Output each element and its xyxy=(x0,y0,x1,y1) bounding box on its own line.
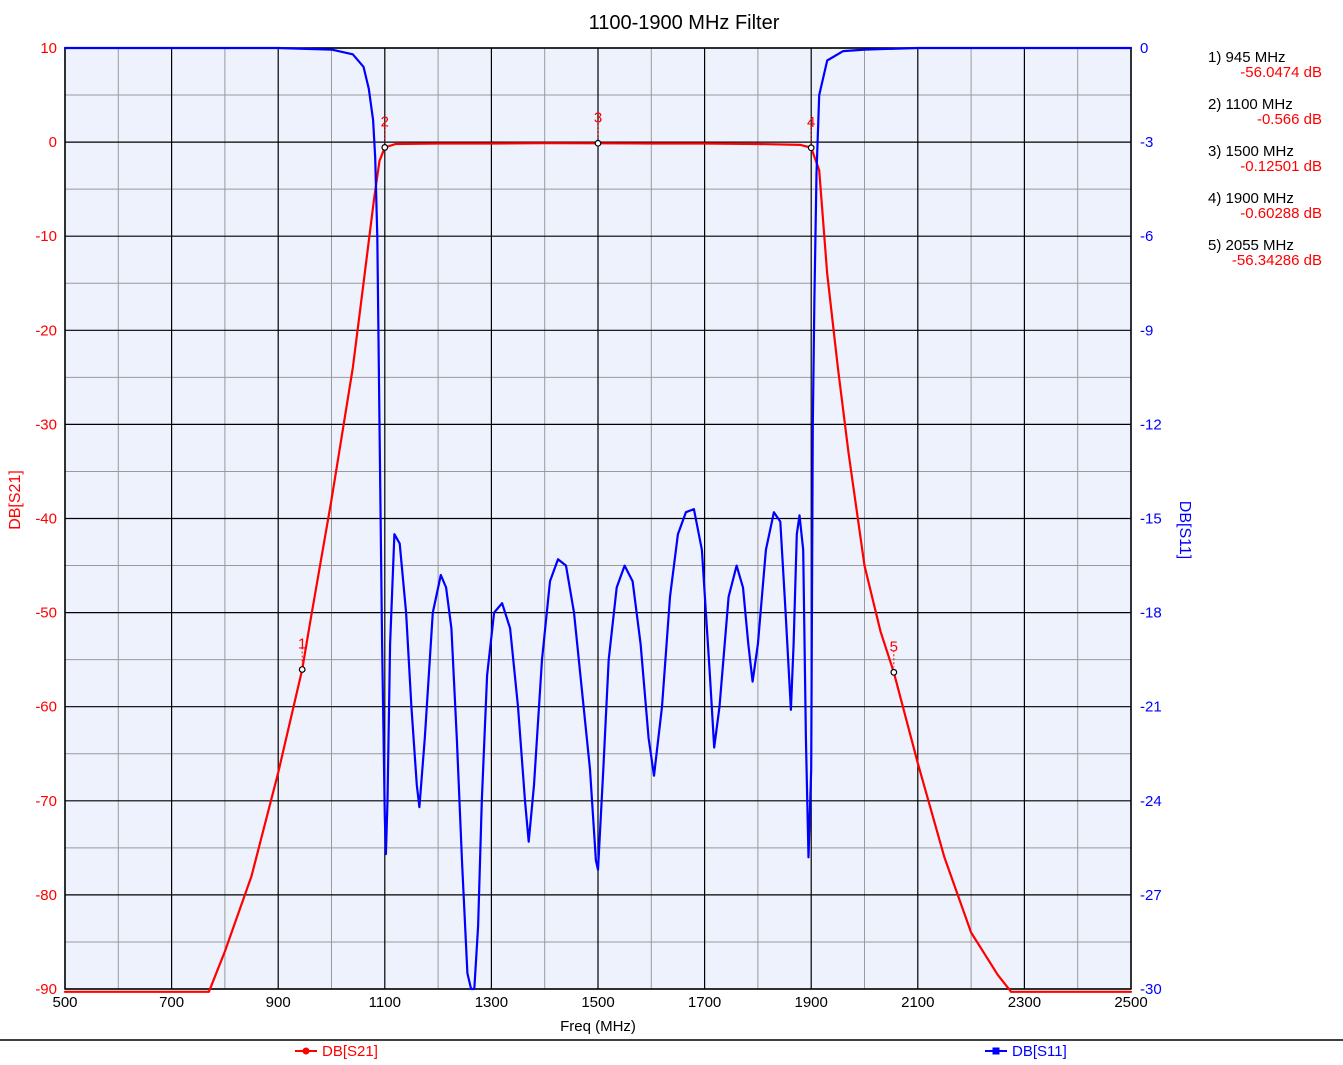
x-tick-label: 1700 xyxy=(688,994,721,1011)
series-layer xyxy=(63,46,1133,993)
marker-readout-freq: 2) 1100 MHz xyxy=(1208,96,1293,113)
marker-readout-value: -56.0474 dB xyxy=(1240,64,1322,81)
marker-readout-freq: 5) 2055 MHz xyxy=(1208,237,1294,254)
right-y-tick-label: -21 xyxy=(1140,699,1162,716)
marker-readout-freq: 4) 1900 MHz xyxy=(1208,190,1294,207)
marker-id-label: 5 xyxy=(890,638,898,655)
left-y-tick-label: -40 xyxy=(35,511,57,528)
marker-id-label: 2 xyxy=(381,113,389,130)
right-y-tick-label: -12 xyxy=(1140,416,1162,433)
x-axis-label: Freq (MHz) xyxy=(560,1018,636,1035)
series-line-db-s11 xyxy=(63,46,1133,991)
x-tick-label: 700 xyxy=(159,994,184,1011)
left-y-tick-label: -50 xyxy=(35,605,57,622)
left-y-axis-label: DB[S21] xyxy=(7,470,24,530)
chart-title: 1100-1900 MHz Filter xyxy=(589,12,780,34)
marker-id-label: 1 xyxy=(298,636,306,653)
right-y-tick-label: -9 xyxy=(1140,322,1153,339)
x-tick-label: 2300 xyxy=(1008,994,1041,1011)
legend-swatch-marker xyxy=(992,1047,1000,1055)
left-y-tick-label: -80 xyxy=(35,887,57,904)
x-tick-label: 1500 xyxy=(581,994,614,1011)
x-tick-label: 2100 xyxy=(901,994,934,1011)
right-y-tick-labels: 0 -3 -6 -9 -12 -15 -18 -21 -24 -27 -30 xyxy=(1140,40,1162,998)
marker-readout-freq: 1) 945 MHz xyxy=(1208,49,1286,66)
right-y-tick-label: -27 xyxy=(1140,887,1162,904)
left-y-tick-label: -20 xyxy=(35,322,57,339)
left-y-tick-label: -10 xyxy=(35,228,57,245)
marker-id-label: 3 xyxy=(594,109,602,126)
plot-border xyxy=(64,47,1132,990)
marker-id-label: 4 xyxy=(807,114,815,131)
x-tick-labels: 500 700 900 1100 1300 1500 1700 1900 2100 2300 250… xyxy=(52,994,1147,1011)
marker-point xyxy=(594,139,602,147)
marker-point xyxy=(807,144,815,152)
marker-layer: 1 2 3 4 5 xyxy=(298,109,898,676)
left-y-tick-label: -60 xyxy=(35,699,57,716)
series-legend: DB[S21] DB[S11] xyxy=(295,1043,1067,1060)
marker-readout-value: -56.34286 dB xyxy=(1232,252,1322,269)
left-y-tick-label: 0 xyxy=(49,134,57,151)
right-y-tick-label: -3 xyxy=(1140,134,1153,151)
left-y-tick-label: -70 xyxy=(35,793,57,810)
series-line-db-s21 xyxy=(63,142,1133,993)
left-y-tick-label: -90 xyxy=(35,981,57,998)
left-y-tick-label: -30 xyxy=(35,416,57,433)
x-tick-label: 500 xyxy=(52,994,77,1011)
right-y-axis-label: DB[S11] xyxy=(1176,501,1193,559)
marker-readout-value: -0.12501 dB xyxy=(1240,158,1322,175)
right-y-tick-label: -18 xyxy=(1140,605,1162,622)
x-tick-label: 1900 xyxy=(795,994,828,1011)
legend-label: DB[S21] xyxy=(322,1043,378,1060)
left-y-tick-label: 10 xyxy=(40,40,57,57)
left-y-tick-labels: 10 0 -10 -20 -30 -40 -50 -60 -70 -80 -90 xyxy=(35,40,57,998)
x-tick-label: 2500 xyxy=(1114,994,1147,1011)
legend-label: DB[S11] xyxy=(1012,1043,1067,1060)
marker-readout-value: -0.60288 dB xyxy=(1240,205,1322,222)
marker-readout-freq: 3) 1500 MHz xyxy=(1208,143,1294,160)
marker-readout-list: 1) 945 MHz-56.0474 dB 2) 1100 MHz-0.566 d… xyxy=(1208,49,1322,269)
marker-readout-value: -0.566 dB xyxy=(1257,111,1322,128)
x-tick-label: 900 xyxy=(266,994,291,1011)
legend-swatch-marker xyxy=(302,1047,310,1055)
right-y-tick-label: -30 xyxy=(1140,981,1162,998)
marker-point xyxy=(381,144,389,151)
marker-point xyxy=(890,668,898,676)
x-tick-label: 1300 xyxy=(475,994,508,1011)
right-y-tick-label: 0 xyxy=(1140,40,1148,57)
right-y-tick-label: -15 xyxy=(1140,511,1162,528)
marker-point xyxy=(298,666,306,673)
right-y-tick-label: -6 xyxy=(1140,228,1153,245)
x-tick-label: 1100 xyxy=(369,994,401,1011)
right-y-tick-label: -24 xyxy=(1140,793,1162,810)
